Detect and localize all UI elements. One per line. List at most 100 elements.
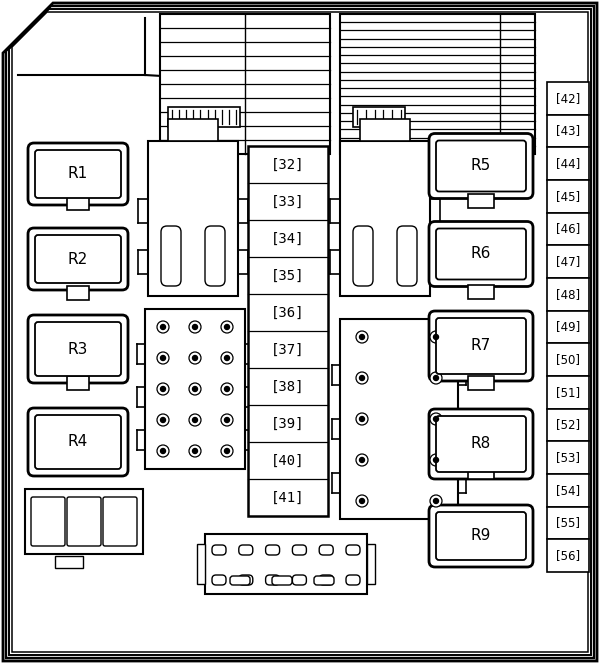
Circle shape (356, 454, 368, 466)
FancyBboxPatch shape (436, 512, 526, 560)
Bar (67, 376, 89, 390)
FancyBboxPatch shape (429, 311, 533, 381)
FancyBboxPatch shape (35, 235, 121, 283)
FancyBboxPatch shape (103, 497, 137, 546)
Circle shape (433, 376, 439, 380)
Circle shape (433, 499, 439, 503)
Text: [38]: [38] (271, 380, 305, 394)
Text: [53]: [53] (556, 451, 580, 464)
Text: [37]: [37] (271, 343, 305, 357)
FancyBboxPatch shape (319, 575, 333, 585)
FancyBboxPatch shape (230, 576, 250, 585)
FancyBboxPatch shape (212, 575, 226, 585)
Circle shape (193, 386, 197, 392)
Circle shape (221, 445, 233, 457)
Circle shape (221, 414, 233, 426)
Bar (547, 147, 589, 180)
Text: [55]: [55] (556, 517, 580, 529)
Circle shape (161, 418, 166, 422)
Circle shape (433, 457, 439, 463)
FancyBboxPatch shape (28, 408, 128, 476)
Circle shape (430, 331, 442, 343)
Bar (547, 278, 589, 311)
Bar (468, 376, 494, 390)
Text: R9: R9 (471, 529, 491, 544)
Bar (340, 141, 430, 296)
FancyBboxPatch shape (35, 150, 121, 198)
Bar (55, 556, 83, 568)
Bar (547, 376, 589, 408)
FancyBboxPatch shape (266, 575, 280, 585)
Text: R4: R4 (68, 434, 88, 450)
FancyBboxPatch shape (436, 318, 526, 374)
Bar (468, 285, 494, 299)
Bar (547, 245, 589, 278)
Circle shape (430, 372, 442, 384)
Bar (468, 465, 494, 479)
FancyBboxPatch shape (161, 226, 181, 286)
FancyBboxPatch shape (353, 226, 373, 286)
Circle shape (359, 499, 365, 503)
Circle shape (430, 454, 442, 466)
FancyBboxPatch shape (28, 315, 128, 383)
Circle shape (157, 445, 169, 457)
Bar (547, 82, 589, 115)
Circle shape (359, 416, 365, 422)
Circle shape (157, 383, 169, 395)
Bar (353, 107, 405, 127)
Circle shape (356, 372, 368, 384)
Text: [49]: [49] (556, 321, 580, 333)
Circle shape (224, 325, 229, 329)
Circle shape (193, 418, 197, 422)
FancyBboxPatch shape (429, 409, 533, 479)
Bar (547, 180, 589, 212)
FancyBboxPatch shape (205, 226, 225, 286)
Circle shape (359, 376, 365, 380)
FancyBboxPatch shape (436, 141, 526, 191)
Circle shape (193, 325, 197, 329)
Text: [50]: [50] (556, 353, 580, 366)
Bar (468, 194, 494, 208)
FancyBboxPatch shape (28, 228, 128, 290)
Bar (547, 212, 589, 245)
FancyBboxPatch shape (28, 143, 128, 205)
Circle shape (359, 335, 365, 339)
Bar (197, 544, 205, 584)
Circle shape (221, 352, 233, 364)
Text: [42]: [42] (556, 92, 580, 105)
FancyBboxPatch shape (429, 505, 533, 567)
FancyBboxPatch shape (319, 545, 333, 555)
FancyBboxPatch shape (212, 545, 226, 555)
Bar (205, 534, 367, 594)
Circle shape (433, 335, 439, 339)
Circle shape (356, 495, 368, 507)
Circle shape (161, 325, 166, 329)
Circle shape (221, 383, 233, 395)
Bar (547, 474, 589, 507)
Circle shape (433, 416, 439, 422)
FancyBboxPatch shape (436, 416, 526, 472)
Text: R3: R3 (68, 341, 88, 357)
FancyBboxPatch shape (67, 497, 101, 546)
Circle shape (359, 457, 365, 463)
Bar (547, 539, 589, 572)
Text: [40]: [40] (271, 454, 305, 467)
Circle shape (356, 331, 368, 343)
Text: [56]: [56] (556, 549, 580, 562)
Circle shape (157, 414, 169, 426)
Text: [46]: [46] (556, 222, 580, 236)
Circle shape (161, 386, 166, 392)
Text: [41]: [41] (271, 491, 305, 505)
Text: R7: R7 (471, 339, 491, 353)
Bar (547, 442, 589, 474)
Bar (145, 309, 245, 469)
Text: [43]: [43] (556, 125, 580, 137)
Circle shape (189, 445, 201, 457)
Circle shape (224, 448, 229, 454)
Text: [35]: [35] (271, 268, 305, 282)
Circle shape (189, 383, 201, 395)
Circle shape (157, 352, 169, 364)
FancyBboxPatch shape (397, 226, 417, 286)
Bar (547, 311, 589, 343)
FancyBboxPatch shape (31, 497, 65, 546)
